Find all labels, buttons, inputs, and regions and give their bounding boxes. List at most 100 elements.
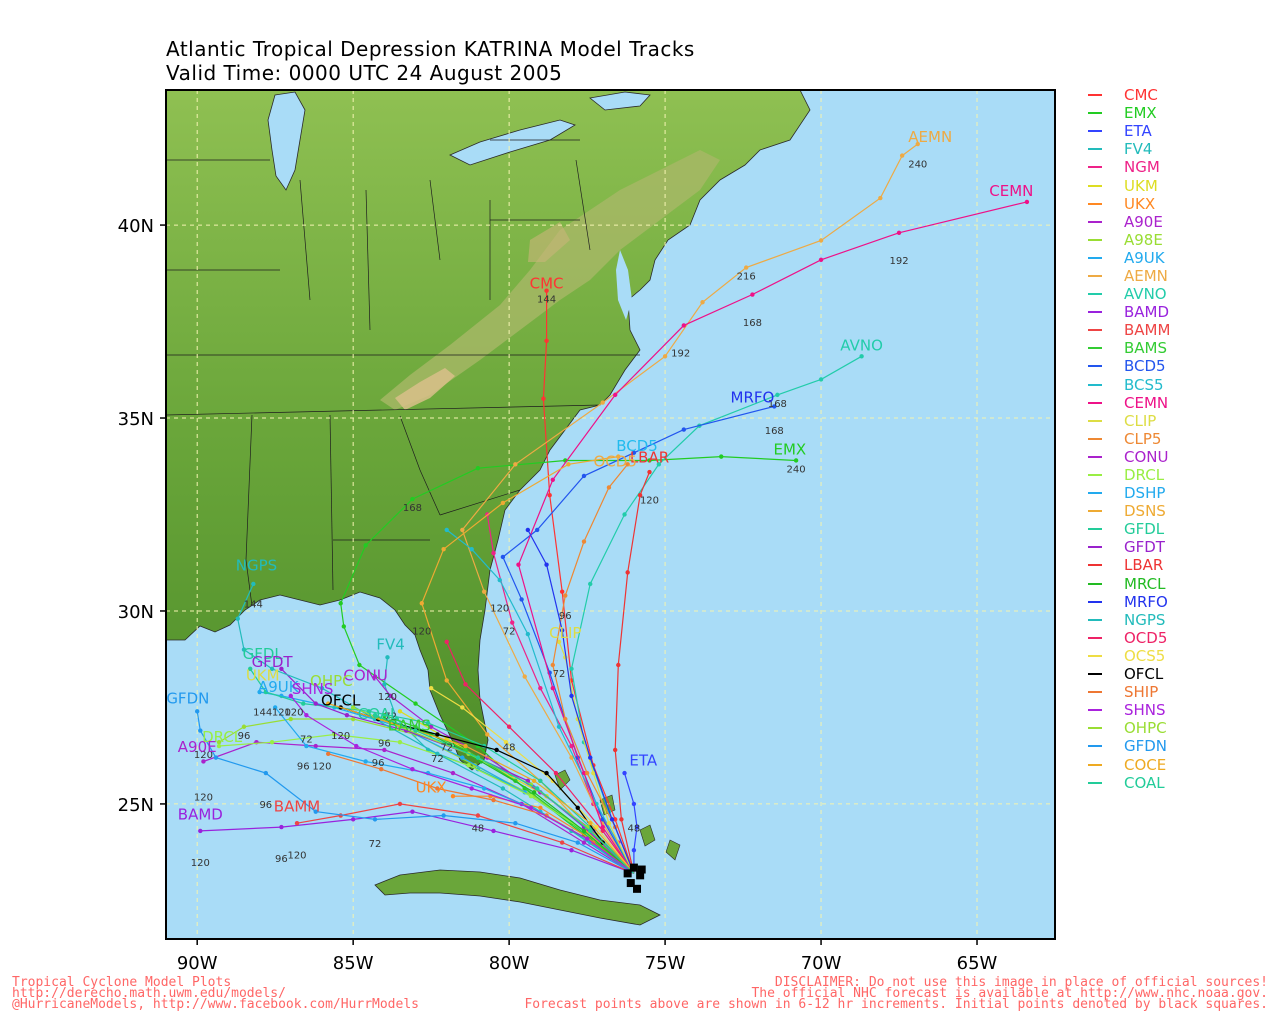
legend-item-coal: COAL [1088, 774, 1170, 792]
legend-item-dsns: DSNS [1088, 502, 1170, 520]
legend-label: ETA [1124, 122, 1152, 141]
track-line [558, 641, 635, 874]
forecast-point [516, 562, 521, 567]
legend-item-a9uk: A9UK [1088, 249, 1170, 267]
forecast-point [198, 728, 203, 733]
forecast-point [441, 813, 446, 818]
forecast-point [475, 755, 481, 760]
forecast-point [563, 593, 568, 598]
legend-label: AVNO [1124, 285, 1167, 304]
legend-label: CLIP [1124, 411, 1157, 430]
track-line [374, 714, 635, 874]
lake-michigan [267, 91, 306, 191]
legend-label: OFCL [1124, 665, 1164, 684]
forecast-hour-label: 120 [312, 762, 331, 773]
forecast-point [631, 848, 637, 853]
forecast-point [366, 709, 371, 714]
forecast-point [647, 458, 652, 463]
forecast-point [550, 685, 555, 691]
initial-position-square [633, 884, 642, 893]
model-label: EMX [774, 441, 807, 459]
legend-swatch [1088, 673, 1102, 676]
lake-erie [449, 119, 576, 166]
forecast-point [522, 674, 527, 679]
forecast-hour-label: 96 [275, 854, 288, 865]
legend-swatch [1088, 636, 1102, 639]
legend-swatch [1088, 311, 1102, 314]
legend-item-ocd5: OCD5 [1088, 629, 1170, 647]
forecast-point [288, 716, 293, 722]
legend-swatch [1088, 220, 1102, 223]
legend-swatch [1088, 148, 1102, 151]
forecast-point [288, 693, 293, 699]
model-label: MRFO [731, 389, 775, 407]
forecast-hour-label: 120 [287, 850, 306, 861]
forecast-point [899, 153, 905, 158]
forecast-point [681, 427, 687, 432]
forecast-point [544, 770, 549, 776]
legend-swatch [1088, 94, 1102, 97]
model-label: GFDN [166, 690, 209, 708]
forecast-point [435, 786, 440, 791]
forecast-point [588, 821, 593, 826]
forecast-point [466, 763, 471, 768]
forecast-point [818, 377, 824, 382]
forecast-point [700, 300, 705, 305]
model-label: LBAR [630, 448, 669, 466]
model-label: BAMM [274, 798, 320, 816]
forecast-point [656, 462, 662, 467]
forecast-hour-label: 168 [765, 426, 784, 437]
footer-right-line-3: Forecast points above are shown in 6-12 … [524, 997, 1268, 1012]
forecast-point [584, 836, 590, 841]
track-lbar [612, 469, 652, 874]
forecast-hour-label: 72 [384, 711, 397, 722]
track-line [280, 668, 635, 874]
track-line [196, 711, 635, 874]
forecast-point [397, 739, 403, 745]
forecast-point [257, 689, 262, 695]
chesapeake-bay [616, 250, 632, 320]
forecast-hour-label: 96 [238, 731, 251, 742]
forecast-point [547, 493, 552, 498]
track-bcs5 [444, 527, 635, 874]
forecast-point [363, 543, 368, 548]
forecast-hour-label: 144 [244, 600, 263, 611]
x-tick-label: 85W [333, 953, 374, 974]
legend-swatch [1088, 546, 1102, 549]
legend-label: MRCL [1124, 574, 1166, 593]
forecast-hour-label: 96 [297, 762, 310, 773]
legend-item-bcd5: BCD5 [1088, 357, 1170, 375]
legend-item-emx: EMX [1088, 104, 1170, 122]
forecast-point [435, 751, 440, 756]
forecast-point [216, 743, 222, 749]
legend-label: GFDT [1124, 538, 1165, 557]
forecast-point [350, 817, 356, 822]
initial-position-square [636, 871, 645, 880]
legend-label: GFDN [1124, 737, 1168, 756]
forecast-hour-label: 240 [787, 464, 806, 475]
forecast-point [528, 805, 534, 810]
legend-swatch [1088, 564, 1102, 567]
legend-swatch [1088, 618, 1102, 621]
forecast-point [743, 265, 749, 270]
model-label: A90E [178, 738, 217, 756]
forecast-point [503, 739, 509, 745]
forecast-point [616, 454, 621, 459]
footer-left-line-3: @HurricaneModels, http://www.facebook.co… [12, 997, 419, 1012]
forecast-point [559, 589, 565, 594]
x-axis: 90W 85W 80W 75W 70W 65W [177, 939, 998, 974]
track-line [517, 201, 1028, 874]
legend-label: CEMN [1124, 393, 1169, 412]
forecast-point [410, 496, 415, 502]
legend-label: SHIP [1124, 683, 1159, 702]
plot-frame [165, 89, 1056, 940]
legend-swatch [1088, 492, 1102, 495]
legend-item-ukm: UKM [1088, 176, 1170, 195]
legend-item-avno: AVNO [1088, 285, 1170, 303]
forecast-point [469, 547, 474, 552]
forecast-point [263, 770, 269, 776]
x-tick-label: 80W [489, 953, 530, 974]
forecast-point [385, 655, 390, 660]
forecast-point [612, 817, 618, 822]
forecast-point [588, 755, 593, 760]
